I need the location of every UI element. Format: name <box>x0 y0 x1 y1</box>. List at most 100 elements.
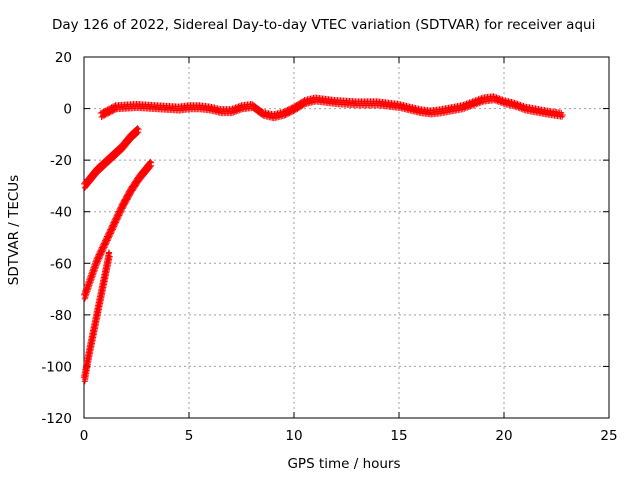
grid-lines <box>84 57 609 418</box>
data-point <box>122 200 129 207</box>
data-point <box>94 259 101 266</box>
data-point <box>120 204 127 211</box>
x-tick-label: 0 <box>80 428 89 444</box>
data-point <box>282 112 289 119</box>
data-point <box>105 236 112 243</box>
data-point <box>107 230 114 237</box>
x-tick-label: 25 <box>600 428 617 444</box>
data-point <box>96 254 103 261</box>
data-point <box>109 226 116 233</box>
data-point <box>103 107 110 114</box>
data-point <box>121 202 127 209</box>
data-point <box>134 125 141 132</box>
data-point <box>300 97 307 104</box>
data-point <box>147 158 154 165</box>
data-point <box>115 213 122 220</box>
data-point <box>99 109 106 116</box>
data-point <box>280 108 287 115</box>
data-point <box>285 110 292 117</box>
data-point <box>123 197 130 204</box>
x-axis-label: GPS time / hours <box>287 456 401 472</box>
data-point <box>112 220 119 227</box>
data-point <box>125 195 132 202</box>
data-point <box>147 163 154 170</box>
data-point <box>111 106 118 113</box>
data-point <box>107 109 114 116</box>
data-point <box>117 211 124 218</box>
y-tick-label: -100 <box>41 359 72 375</box>
data-point <box>124 196 131 203</box>
data-point <box>111 223 118 230</box>
data-point <box>123 199 130 206</box>
data-point <box>98 251 105 258</box>
data-point <box>107 105 114 112</box>
data-point <box>106 233 113 240</box>
data-point <box>285 106 292 113</box>
x-tick-label: 20 <box>495 428 512 444</box>
x-tick-label: 10 <box>285 428 302 444</box>
data-point <box>97 110 104 117</box>
data-point <box>289 108 296 115</box>
data-point <box>113 218 120 225</box>
data-point <box>98 249 105 256</box>
data-point <box>125 193 132 200</box>
data-point <box>289 104 296 111</box>
data-point <box>96 255 103 262</box>
data-point <box>117 209 124 216</box>
data-point <box>109 103 116 110</box>
data-point <box>97 252 104 259</box>
data-point <box>108 104 115 111</box>
data-point <box>102 243 109 250</box>
data-point <box>100 245 107 252</box>
data-point <box>95 258 102 265</box>
data-point <box>258 107 265 114</box>
data-point <box>288 104 295 111</box>
data-point <box>103 240 110 247</box>
data-point <box>102 241 109 248</box>
data-point <box>283 111 290 118</box>
data-point <box>81 295 88 302</box>
data-point <box>283 107 290 114</box>
y-axis-label: SDTVAR / TECUs <box>6 174 22 286</box>
chart-title: Day 126 of 2022, Sidereal Day-to-day VTE… <box>52 17 596 33</box>
data-point <box>126 192 133 199</box>
data-point <box>110 107 117 114</box>
data-point <box>109 227 116 234</box>
data-point <box>121 201 128 208</box>
data-point <box>102 111 109 118</box>
data-point <box>105 110 112 117</box>
data-point <box>281 108 288 115</box>
data-point <box>118 206 125 213</box>
data-point <box>100 108 107 115</box>
data-point <box>104 237 111 244</box>
data-point <box>286 110 293 117</box>
data-point <box>101 244 108 251</box>
data-point <box>106 109 113 116</box>
data-point <box>114 216 121 223</box>
axis-ticks: 0 5 10 15 20 25 -120 -100 -80 -60 -40 -20 0 20 <box>41 50 617 444</box>
data-point <box>105 105 112 112</box>
data-point <box>559 112 566 119</box>
y-tick-label: -40 <box>50 205 72 221</box>
data-point <box>111 222 118 229</box>
y-tick-label: -60 <box>50 256 72 272</box>
data-point <box>116 212 123 219</box>
data-point <box>98 114 105 121</box>
data-point <box>287 105 294 112</box>
data-point <box>111 102 118 109</box>
plot-frame <box>83 56 610 419</box>
data-point <box>300 101 307 108</box>
data-point <box>148 159 155 166</box>
data-point <box>101 112 108 119</box>
x-tick-label: 5 <box>185 428 194 444</box>
data-point <box>115 215 122 222</box>
y-tick-label: 20 <box>55 50 72 66</box>
data-point <box>106 249 113 256</box>
data-point <box>103 111 110 118</box>
data-point <box>281 112 288 119</box>
data-point <box>104 238 111 245</box>
y-tick-label: 0 <box>63 102 72 118</box>
y-tick-label: -20 <box>50 153 72 169</box>
data-point <box>99 113 106 120</box>
